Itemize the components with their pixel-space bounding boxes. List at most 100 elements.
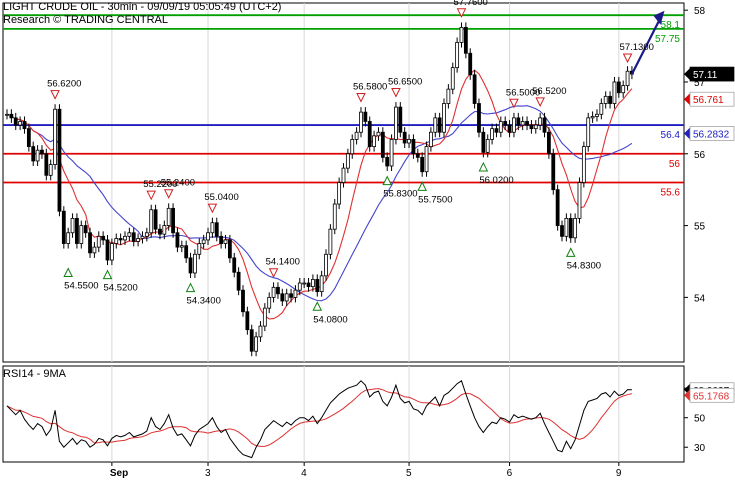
price-bar-body (105, 239, 110, 261)
price-bar-body (350, 139, 355, 155)
price-bar-body (153, 209, 158, 230)
price-bar-body (516, 117, 521, 126)
price-bar-body (621, 85, 626, 94)
price-bar-body (525, 121, 529, 126)
price-bar-body (359, 111, 363, 133)
price-bar-body (57, 108, 62, 212)
price-y-tick-label: 54 (694, 293, 706, 304)
swing-high-label: 56.5200 (532, 86, 566, 97)
price-bar-body (468, 52, 473, 76)
rsi-y-tick-label: 50 (694, 414, 706, 425)
price-bar-body (306, 282, 311, 288)
x-tick-label: 3 (205, 468, 211, 479)
price-bar-body (92, 246, 97, 254)
swing-high-marker (207, 203, 218, 214)
level-label-resistance: 58.1 (661, 20, 681, 31)
price-bar-body (402, 131, 407, 144)
price-bar-body (573, 217, 578, 239)
price-y-tick-label: 58 (694, 6, 706, 17)
price-bar-body (109, 243, 114, 261)
price-tag-fast-text: 56.761 (693, 95, 724, 106)
price-bar-body (533, 124, 538, 130)
x-tick-label: 6 (507, 468, 513, 479)
price-bar-body (140, 235, 145, 239)
price-bar-body (171, 207, 175, 234)
swing-high-marker (146, 190, 157, 201)
price-bar-body (214, 222, 219, 237)
projection-arrow-line (630, 19, 661, 75)
price-bar-body (380, 131, 385, 158)
price-bar-body (328, 228, 333, 255)
price-bar-body (612, 81, 617, 104)
rsi-tag-rsi_ma-text: 65.1768 (693, 391, 730, 402)
price-bar-body (53, 108, 57, 165)
price-y-tick-label: 57 (694, 78, 706, 89)
price-bar-body (166, 207, 171, 226)
rsi-panel (6, 380, 633, 459)
swing-high-label: 55.0400 (204, 192, 238, 203)
price-bar-body (372, 135, 376, 148)
swing-high-marker (356, 93, 366, 103)
swing-low-label: 54.8300 (567, 260, 601, 271)
price-bar-body (101, 235, 106, 241)
price-bar-body (66, 232, 71, 244)
price-bar-body (455, 42, 460, 69)
price-bar-body (424, 146, 429, 173)
price-bar-body (179, 245, 184, 248)
price-bar-body (512, 117, 516, 133)
price-bar-body (201, 239, 206, 244)
price-bar-body (568, 217, 573, 239)
price-bar-body (503, 121, 508, 126)
price-bar-body (114, 238, 119, 244)
swing-high-label: 55.2400 (161, 178, 195, 189)
ma-slow-line (11, 105, 633, 302)
price-bar-body (341, 167, 346, 183)
price-bar-body (581, 146, 586, 183)
price-bar-body (394, 106, 398, 140)
price-bar-body (490, 128, 494, 140)
price-bar-body (144, 232, 149, 237)
price-tag-current-box (689, 66, 735, 82)
price-bar-body (389, 139, 394, 167)
price-bar-body (61, 210, 66, 244)
rsi-tag-rsi_ma-pointer (684, 389, 690, 402)
price-bar-body (197, 243, 202, 255)
price-tag-fast-pointer (684, 93, 690, 106)
x-tick-label: 5 (406, 468, 412, 479)
price-bar-body (407, 139, 411, 144)
price-bar-body (223, 239, 228, 244)
swing-low-marker (63, 267, 73, 278)
price-bar-body (481, 131, 486, 153)
price-bar-body (136, 238, 141, 242)
swing-high-label: 55.2200 (143, 179, 177, 190)
price-bar-body (13, 117, 18, 126)
price-bar-body (118, 238, 123, 241)
price-bar-body (210, 222, 215, 234)
price-bar-body (249, 329, 254, 352)
level-label-resistance: 57.75 (655, 34, 680, 45)
swing-low-label: 56.0200 (479, 175, 513, 186)
chart-frames (2, 2, 685, 463)
price-bar-body (232, 257, 237, 273)
x-tick-label: 9 (616, 468, 622, 479)
price-bar-body (31, 146, 36, 162)
price-bar-body (363, 111, 368, 122)
level-label-pivot: 56.4 (661, 130, 681, 141)
price-bar-body (236, 271, 241, 291)
swing-low-marker (565, 247, 576, 257)
chart-credit: Research © TRADING CENTRAL (3, 14, 168, 26)
swing-high-marker (535, 97, 545, 107)
price-bar-body (193, 253, 197, 274)
price-bar-body (345, 153, 350, 169)
swing-low-label: 54.5500 (64, 281, 98, 292)
price-bar-body (22, 121, 27, 130)
price-bar-body (472, 74, 477, 104)
price-bar-body (398, 106, 403, 133)
rsi-line (6, 380, 632, 459)
price-y-tick-label: 55 (694, 222, 706, 233)
price-bar-body (302, 282, 307, 285)
price-bar-body (415, 153, 420, 158)
price-bar-body (332, 203, 337, 230)
